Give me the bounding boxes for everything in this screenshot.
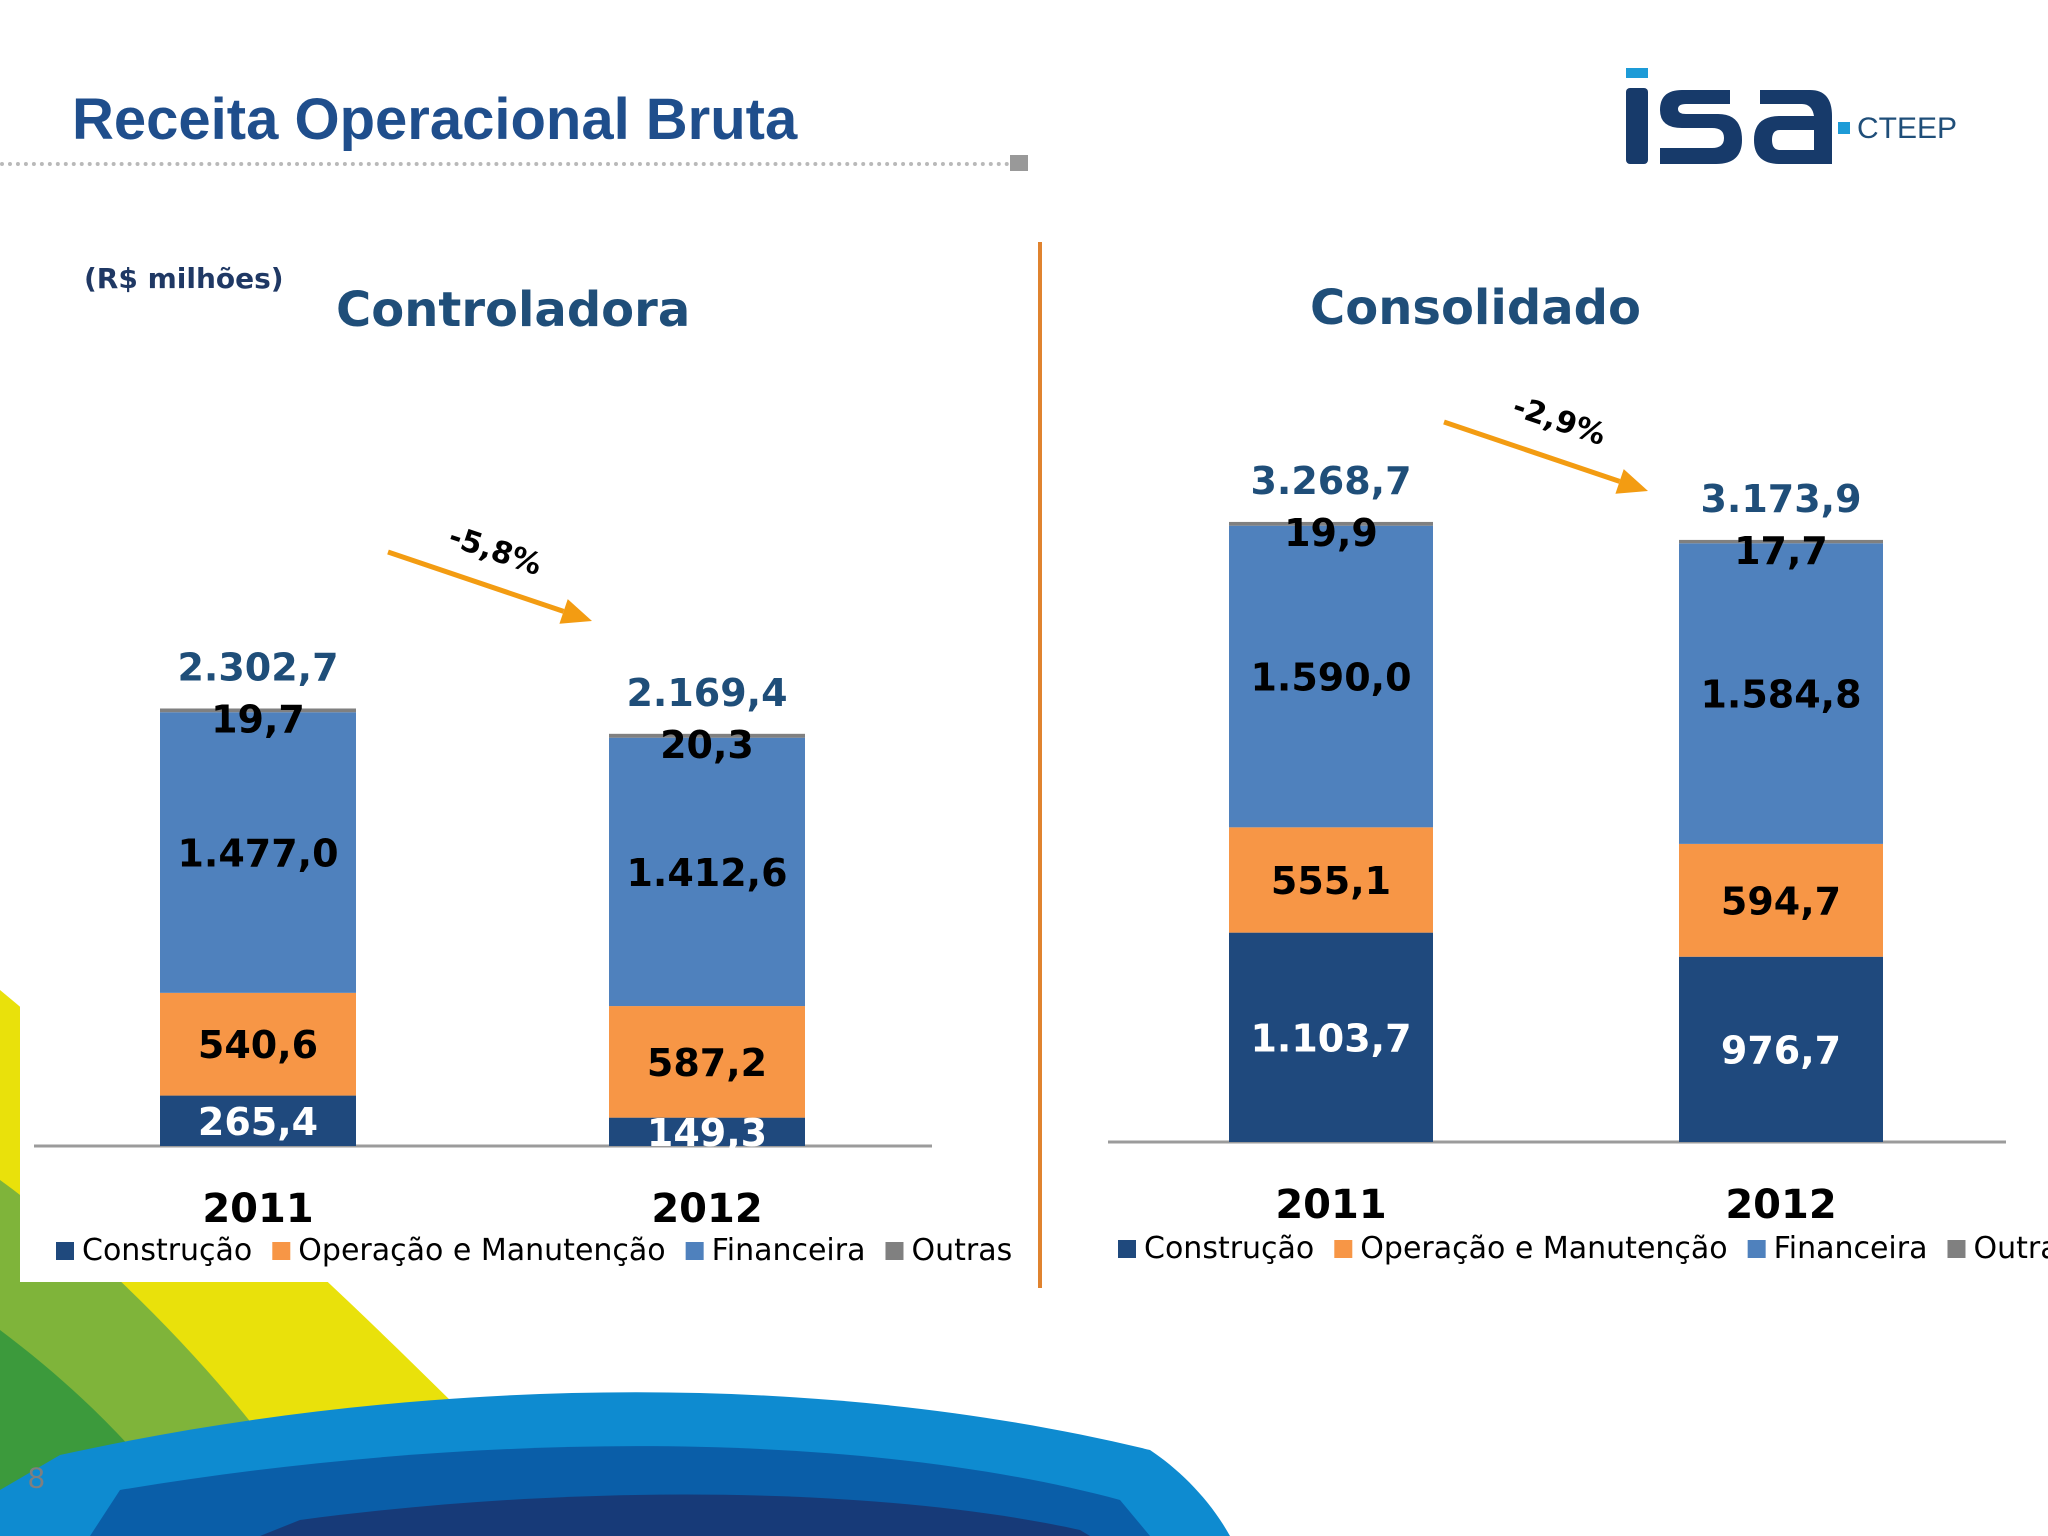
category-label-2011: 2011 bbox=[1275, 1182, 1386, 1228]
legend-swatch-outras bbox=[1947, 1240, 1966, 1258]
total-label-2011: 3.268,7 bbox=[1250, 459, 1411, 503]
legend-swatch-construcao bbox=[1118, 1240, 1136, 1258]
legend-label-construcao: Construção bbox=[1144, 1231, 1314, 1266]
data-label-construcao-2012: 976,7 bbox=[1721, 1028, 1841, 1072]
logo-sub-text: CTEEP bbox=[1857, 112, 1957, 145]
data-label-construcao-2011: 265,4 bbox=[198, 1100, 318, 1144]
data-label-financeira-2011: 1.477,0 bbox=[177, 832, 338, 876]
total-label-2011: 2.302,7 bbox=[177, 645, 338, 689]
bar-financeira-2012 bbox=[609, 737, 805, 1007]
logo-a-shape bbox=[1754, 90, 1832, 164]
page-number: 8 bbox=[28, 1462, 45, 1495]
data-label-operacao-e-manutencao-2012: 594,7 bbox=[1721, 879, 1841, 923]
legend-swatch-operacao-e-manutencao bbox=[1334, 1240, 1353, 1258]
data-label-construcao-2012: 149,3 bbox=[647, 1111, 767, 1155]
data-label-outras-2012: 20,3 bbox=[660, 723, 754, 767]
data-label-outras-2011: 19,7 bbox=[211, 697, 305, 741]
bar-financeira-2012 bbox=[1679, 543, 1883, 844]
data-label-financeira-2012: 1.412,6 bbox=[626, 851, 787, 895]
data-label-outras-2012: 17,7 bbox=[1734, 529, 1828, 573]
bar-outras-2012 bbox=[1679, 539, 1883, 544]
change-label: -2,9% bbox=[1508, 389, 1610, 453]
trend-arrow-line bbox=[1443, 419, 1621, 484]
bar-construcao-2011 bbox=[1229, 932, 1433, 1142]
bar-operacao-e-manutencao-2011 bbox=[160, 992, 356, 1096]
total-label-2012: 2.169,4 bbox=[626, 671, 787, 715]
legend-swatch-outras bbox=[885, 1242, 904, 1260]
logo-i-stem bbox=[1626, 88, 1648, 164]
consolidado-title: Consolidado bbox=[1310, 280, 1641, 336]
controladora-chart: 265,4 540,6 1.477,0 19,7 2.302,7 2011 149,3 587… bbox=[34, 519, 1012, 1268]
legend-label-financeira: Financeira bbox=[712, 1233, 866, 1268]
logo-s-shape bbox=[1660, 90, 1742, 164]
bar-operacao-e-manutencao-2012 bbox=[609, 1006, 805, 1118]
category-label-2012: 2012 bbox=[651, 1186, 762, 1232]
legend-label-financeira: Financeira bbox=[1774, 1231, 1928, 1266]
panel-divider bbox=[1038, 242, 1042, 1288]
isa-cteep-logo: CTEEP bbox=[1626, 68, 1957, 164]
data-label-operacao-e-manutencao-2011: 555,1 bbox=[1271, 859, 1391, 903]
trend-arrow-line bbox=[387, 549, 565, 614]
data-label-financeira-2012: 1.584,8 bbox=[1700, 673, 1861, 717]
bar-construcao-2012 bbox=[609, 1117, 805, 1146]
legend-swatch-operacao-e-manutencao bbox=[272, 1242, 291, 1260]
bar-operacao-e-manutencao-2011 bbox=[1229, 827, 1433, 933]
bar-financeira-2011 bbox=[1229, 525, 1433, 828]
data-label-operacao-e-manutencao-2012: 587,2 bbox=[647, 1041, 767, 1085]
page-title: Receita Operacional Bruta bbox=[72, 87, 798, 152]
data-label-outras-2011: 19,9 bbox=[1284, 511, 1378, 555]
trend-arrow-head bbox=[559, 599, 592, 624]
bar-construcao-2011 bbox=[160, 1095, 356, 1146]
data-label-construcao-2011: 1.103,7 bbox=[1250, 1016, 1411, 1060]
category-label-2011: 2011 bbox=[202, 1186, 313, 1232]
legend-label-operacao-e-manutencao: Operação e Manutenção bbox=[298, 1233, 665, 1268]
consolidado-chart: 1.103,7 555,1 1.590,0 19,9 3.268,7 2011 976,7 5… bbox=[1108, 389, 2048, 1266]
total-label-2012: 3.173,9 bbox=[1700, 477, 1861, 521]
bar-operacao-e-manutencao-2012 bbox=[1679, 843, 1883, 957]
legend-label-operacao-e-manutencao: Operação e Manutenção bbox=[1360, 1231, 1727, 1266]
legend-swatch-construcao bbox=[56, 1242, 74, 1260]
data-label-operacao-e-manutencao-2011: 540,6 bbox=[198, 1023, 318, 1067]
bar-outras-2011 bbox=[160, 708, 356, 713]
bar-financeira-2011 bbox=[160, 712, 356, 993]
category-label-2012: 2012 bbox=[1725, 1182, 1836, 1228]
title-underline-dots bbox=[0, 162, 1010, 166]
logo-square bbox=[1838, 122, 1850, 134]
trend-arrow-head bbox=[1615, 469, 1648, 494]
legend-swatch-financeira bbox=[685, 1242, 704, 1260]
bar-outras-2011 bbox=[1229, 521, 1433, 526]
bar-construcao-2012 bbox=[1679, 956, 1883, 1142]
unit-label: (R$ milhões) bbox=[84, 262, 284, 295]
controladora-title: Controladora bbox=[336, 282, 691, 338]
bar-outras-2012 bbox=[609, 733, 805, 738]
data-label-financeira-2011: 1.590,0 bbox=[1250, 656, 1411, 700]
logo-i-dot bbox=[1626, 68, 1648, 78]
title-underline-end bbox=[1010, 155, 1028, 171]
legend-label-outras: Outras bbox=[911, 1233, 1012, 1268]
legend-swatch-financeira bbox=[1747, 1240, 1766, 1258]
legend-label-outras: Outras bbox=[1973, 1231, 2048, 1266]
legend-label-construcao: Construção bbox=[82, 1233, 252, 1268]
